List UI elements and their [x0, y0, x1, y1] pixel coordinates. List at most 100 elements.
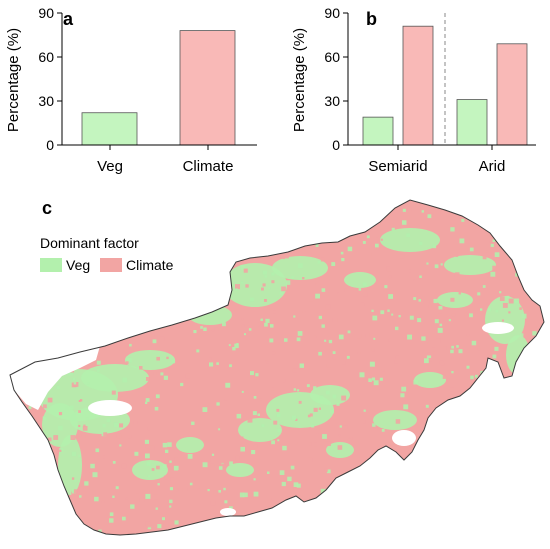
climate-pixel [454, 272, 460, 277]
veg-pixel [29, 462, 32, 465]
climate-pixel [182, 487, 188, 492]
climate-pixel [21, 291, 25, 295]
panel-c-label: c [42, 198, 52, 218]
veg-pixel [339, 425, 342, 428]
climate-pixel [140, 338, 146, 344]
panel-a-label: a [63, 9, 74, 29]
climate-pixel [102, 301, 105, 304]
veg-pixel [74, 479, 77, 482]
climate-pixel [542, 471, 544, 476]
veg-pixel [160, 306, 165, 311]
climate-pixel [180, 323, 184, 327]
veg-pixel [417, 318, 422, 323]
veg-pixel [152, 339, 157, 344]
veg-pixel [407, 334, 412, 340]
climate-pixel [131, 229, 135, 232]
climate-pixel [504, 415, 507, 418]
climate-pixel [47, 437, 52, 442]
climate-pixel [71, 477, 75, 480]
nodata-area [88, 400, 132, 416]
climate-pixel [486, 376, 490, 380]
climate-pixel [53, 435, 59, 440]
climate-pixel [326, 363, 331, 368]
climate-pixel [302, 277, 305, 280]
veg-pixel [487, 308, 492, 312]
veg-pixel [207, 489, 210, 492]
climate-pixel [342, 209, 348, 214]
veg-pixel [477, 292, 481, 296]
climate-pixel [73, 489, 78, 494]
veg-pixel [352, 205, 357, 210]
veg-pixel [456, 345, 459, 348]
climate-pixel [285, 254, 289, 259]
climate-pixel [542, 219, 544, 225]
veg-pixel [157, 524, 162, 529]
veg-pixel [413, 297, 417, 301]
veg-pixel [318, 351, 322, 356]
veg-pixel [469, 512, 475, 517]
veg-pixel [381, 429, 385, 432]
climate-pixel [439, 479, 444, 484]
veg-pixel [116, 278, 122, 283]
veg-pixel [419, 241, 423, 246]
climate-pixel [295, 441, 298, 445]
veg-pixel [321, 324, 325, 328]
climate-pixel [285, 213, 288, 216]
climate-pixel [125, 361, 129, 364]
climate-pixel [462, 276, 466, 279]
veg-patch [226, 463, 254, 477]
veg-pixel [296, 240, 299, 243]
veg-pixel [492, 219, 498, 224]
veg-pixel [173, 280, 179, 285]
veg-patch [223, 263, 287, 307]
climate-pixel [243, 268, 248, 273]
veg-pixel [284, 338, 288, 342]
climate-pixel [295, 418, 298, 421]
panel-b-categories: Semiarid Arid [368, 145, 505, 175]
veg-pixel [319, 395, 324, 399]
veg-pixel [179, 248, 184, 253]
climate-pixel [271, 498, 275, 501]
climate-pixel [512, 232, 516, 237]
climate-pixel [438, 309, 443, 314]
climate-pixel [497, 449, 500, 452]
veg-pixel [343, 494, 347, 498]
climate-pixel [459, 416, 463, 419]
veg-pixel [222, 322, 226, 327]
veg-pixel [193, 330, 197, 334]
veg-pixel [108, 225, 111, 228]
climate-pixel [483, 432, 488, 437]
veg-pixel [293, 388, 297, 391]
veg-pixel [269, 243, 273, 247]
climate-pixel [125, 497, 129, 500]
climate-pixel [235, 284, 240, 290]
veg-pixel [494, 346, 499, 351]
climate-pixel [273, 420, 278, 425]
veg-pixel [525, 380, 529, 384]
climate-pixel [451, 457, 456, 462]
climate-pixel [156, 465, 160, 470]
climate-pixel [523, 224, 528, 230]
veg-pixel [202, 462, 208, 468]
veg-pixel [163, 287, 166, 290]
climate-pixel [129, 208, 135, 214]
veg-pixel [177, 282, 182, 287]
veg-patch [310, 385, 350, 405]
climate-pixel [95, 521, 99, 525]
climate-pixel [47, 303, 53, 308]
veg-pixel [270, 324, 274, 328]
veg-pixel [122, 377, 128, 383]
veg-pixel [49, 497, 55, 503]
veg-pixel [96, 369, 100, 373]
veg-pixel [440, 263, 443, 266]
veg-pixel [233, 516, 237, 520]
climate-pixel [313, 442, 318, 447]
veg-pixel [229, 364, 232, 368]
veg-pixel [115, 317, 120, 322]
veg-pixel [371, 464, 376, 469]
climate-pixel [494, 404, 497, 407]
climate-pixel [388, 275, 392, 279]
veg-pixel [492, 239, 496, 242]
veg-pixel [453, 521, 456, 524]
